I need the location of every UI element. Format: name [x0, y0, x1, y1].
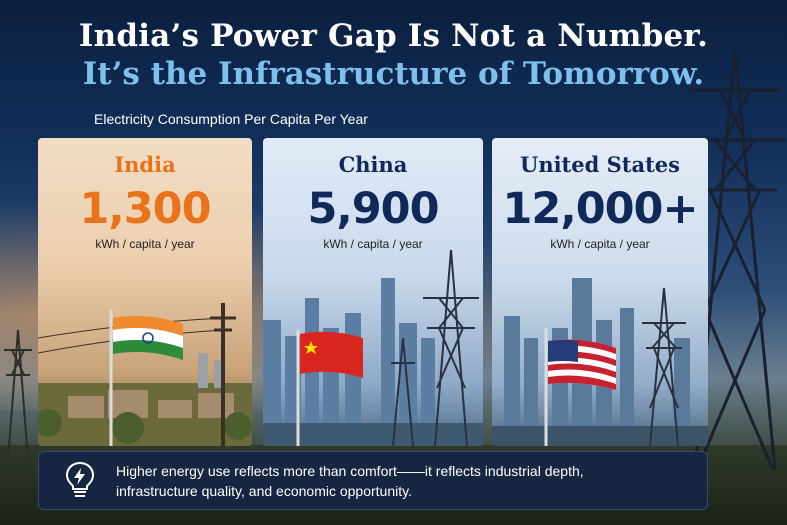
footer-text: Higher energy use reflects more than com…	[116, 461, 696, 501]
headline-line-2: It’s the Infrastructure of Tomorrow.	[82, 56, 705, 92]
china-scene	[263, 249, 483, 446]
card-india: India 1,300 kWh / capita / year	[38, 138, 252, 446]
value-united-states: 12,000+	[502, 184, 699, 234]
us-scene	[492, 278, 708, 446]
value-india: 1,300	[79, 184, 211, 234]
value-china: 5,900	[307, 184, 439, 234]
unit-india: kWh / capita / year	[95, 237, 195, 251]
lightbulb-bolt-icon	[65, 461, 95, 497]
transmission-tower-icon	[4, 330, 32, 460]
china-flag-icon	[300, 331, 363, 378]
card-china: China 5,900 kWh / capita / year	[263, 138, 483, 446]
unit-united-states: kWh / capita / year	[550, 237, 650, 251]
card-united-states: United States 12,000+ kWh / capita / yea…	[492, 138, 708, 446]
india-flag-icon	[113, 316, 183, 360]
footer-callout: Higher energy use reflects more than com…	[38, 451, 708, 510]
unit-china: kWh / capita / year	[323, 237, 423, 251]
country-name-china: China	[338, 152, 408, 177]
footer-text-line-1: Higher energy use reflects more than com…	[116, 463, 584, 479]
headline-line-1: India’s Power Gap Is Not a Number.	[78, 18, 709, 54]
country-name-united-states: United States	[520, 152, 680, 177]
us-flag-icon	[548, 339, 616, 390]
chart-subheading: Electricity Consumption Per Capita Per Y…	[94, 111, 368, 127]
footer-text-line-2: infrastructure quality, and economic opp…	[116, 483, 412, 499]
india-scene	[38, 303, 252, 446]
country-name-india: India	[114, 152, 176, 177]
